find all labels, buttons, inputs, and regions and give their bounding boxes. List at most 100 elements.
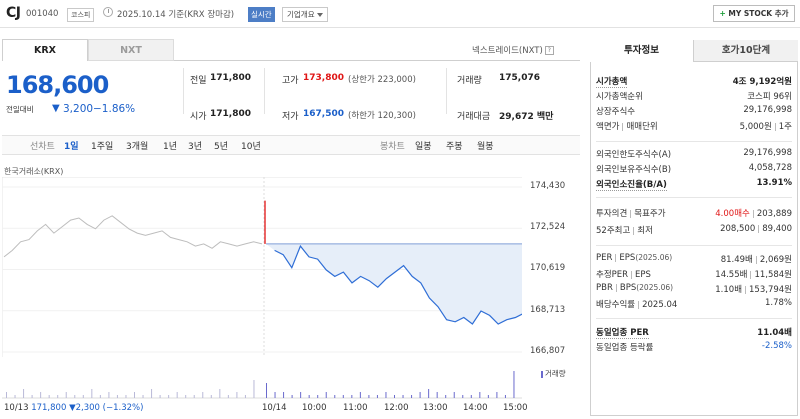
open-value: 171,800	[210, 109, 251, 119]
open-label: 시가	[190, 112, 207, 122]
volume-bar-today	[394, 395, 395, 398]
trade-value-label: 거래대금	[457, 112, 491, 122]
tab-krx[interactable]: KRX	[2, 39, 88, 61]
info-value: 13.91%	[756, 178, 792, 188]
plus-icon: +	[719, 9, 726, 18]
volume-bar-prev	[210, 395, 212, 398]
line-chart-label: 선차트	[30, 142, 55, 152]
realtime-button[interactable]: 실시간	[248, 7, 275, 22]
y-tick-label: 166,807	[530, 346, 566, 356]
info-value: 1.10배 153,794원	[715, 285, 792, 295]
info-label: 외국인한도주식수(A)	[596, 150, 672, 160]
price-chart[interactable]	[2, 177, 522, 357]
x-tick-label: 10/14	[262, 403, 287, 413]
chart-source: 한국거래소(KRX)	[4, 167, 64, 176]
candle-monthly[interactable]: 월봉	[477, 142, 494, 152]
x-tick-label: 15:00	[503, 403, 528, 413]
clock-icon	[103, 7, 113, 17]
candle-daily[interactable]: 일봉	[415, 142, 432, 152]
volume-bar-today	[402, 395, 404, 398]
volume-bar-today	[445, 395, 447, 398]
period-5y[interactable]: 5년	[214, 142, 229, 152]
volume-bar-prev	[99, 395, 101, 398]
info-value: 4,058,728	[748, 163, 792, 173]
volume-bar-prev	[253, 380, 255, 398]
volume-bar-prev	[219, 389, 221, 398]
info-value: 코스피 96위	[747, 92, 792, 102]
info-label: 외국인소진율(B/A)	[596, 180, 667, 191]
volume-bar-prev	[236, 392, 238, 398]
period-1y[interactable]: 1년	[163, 142, 178, 152]
info-value: 5,000원 1주	[739, 122, 792, 132]
period-3m[interactable]: 3개월	[126, 142, 149, 152]
change-label: 전일대비	[6, 105, 34, 114]
info-value: 14.55배 11,584원	[715, 270, 792, 280]
y-tick-label: 168,713	[530, 304, 566, 315]
info-label: 시가총액순위	[596, 92, 643, 102]
info-label: 외국인보유주식수(B)	[596, 165, 672, 175]
series-today	[274, 244, 522, 325]
volume-bar-prev	[227, 395, 229, 398]
volume-bar-today	[428, 389, 430, 398]
volume-chart	[2, 371, 522, 399]
x-tick-label: 14:00	[463, 403, 488, 413]
nextrade-link[interactable]: 넥스트레이드(NXT)?	[472, 44, 554, 56]
high-label: 고가	[282, 76, 299, 86]
period-3y[interactable]: 3년	[188, 142, 203, 152]
volume-bar-today	[291, 395, 293, 398]
volume-bar-prev	[31, 395, 33, 398]
candle-weekly[interactable]: 주봉	[446, 142, 463, 152]
volume-bar-prev	[108, 392, 110, 398]
volume-bar-today	[470, 395, 472, 398]
volume-swatch	[541, 370, 543, 378]
company-overview-dropdown[interactable]: 기업개요	[282, 7, 328, 22]
x-tick-label: 10:00	[302, 403, 327, 413]
volume-bar-prev	[159, 395, 161, 398]
tab-order-book[interactable]: 호가10단계	[694, 40, 798, 62]
volume-bar-prev	[74, 395, 76, 398]
info-label: 동일업종 PER	[596, 328, 649, 339]
prev-day-pct: (−1.32%)	[102, 403, 144, 413]
volume-bar-today	[368, 395, 370, 398]
volume-bar-prev	[91, 389, 93, 398]
trade-value: 29,672 백만	[499, 112, 554, 122]
down-arrow-icon: ▼	[52, 103, 60, 114]
volume-bar-today	[308, 395, 310, 398]
volume-bar-today	[419, 392, 421, 398]
info-label: 배당수익률 2025.04	[596, 300, 678, 310]
summary-divider	[446, 68, 447, 114]
help-icon[interactable]: ?	[544, 46, 554, 55]
market-badge: 코스피	[67, 8, 95, 22]
volume-bar-prev	[244, 395, 246, 398]
tab-investment-info[interactable]: 투자정보	[590, 40, 694, 62]
volume-bar-today	[462, 395, 464, 398]
summary-divider	[264, 68, 265, 114]
period-1d[interactable]: 1일	[64, 142, 79, 152]
volume-bar-today	[385, 392, 387, 398]
info-label: 액면가 매매단위	[596, 122, 658, 132]
y-tick-label: 174,430	[530, 181, 566, 191]
add-my-stock-label: MY STOCK 추가	[728, 9, 789, 18]
info-label: PER EPS(2025.06)	[596, 253, 673, 263]
volume-bar-prev	[40, 392, 42, 398]
period-1w[interactable]: 1주일	[91, 142, 114, 152]
x-tick-label: 13:00	[423, 403, 448, 413]
volume-bar-prev	[134, 392, 135, 398]
volume-value: 175,076	[499, 73, 540, 83]
add-my-stock-button[interactable]: + MY STOCK 추가	[713, 5, 795, 22]
volume-bar-today	[496, 392, 498, 398]
volume-bar-today	[487, 395, 489, 398]
volume-bar-prev	[151, 389, 153, 398]
prev-day-date: 10/13	[4, 403, 29, 413]
info-label: 투자의견 목표주가	[596, 209, 666, 219]
volume-bar-prev	[48, 395, 50, 398]
chevron-down-icon	[316, 13, 323, 17]
stock-code: 001040	[26, 9, 59, 19]
info-label: 시가총액	[596, 77, 628, 88]
period-10y[interactable]: 10년	[241, 142, 261, 152]
info-value: 4.00매수 203,889	[715, 209, 792, 219]
info-value: 11.04배	[757, 328, 792, 338]
tab-nxt[interactable]: NXT	[88, 39, 174, 61]
volume-bar-prev	[23, 389, 25, 398]
info-value: 1.78%	[764, 298, 792, 308]
